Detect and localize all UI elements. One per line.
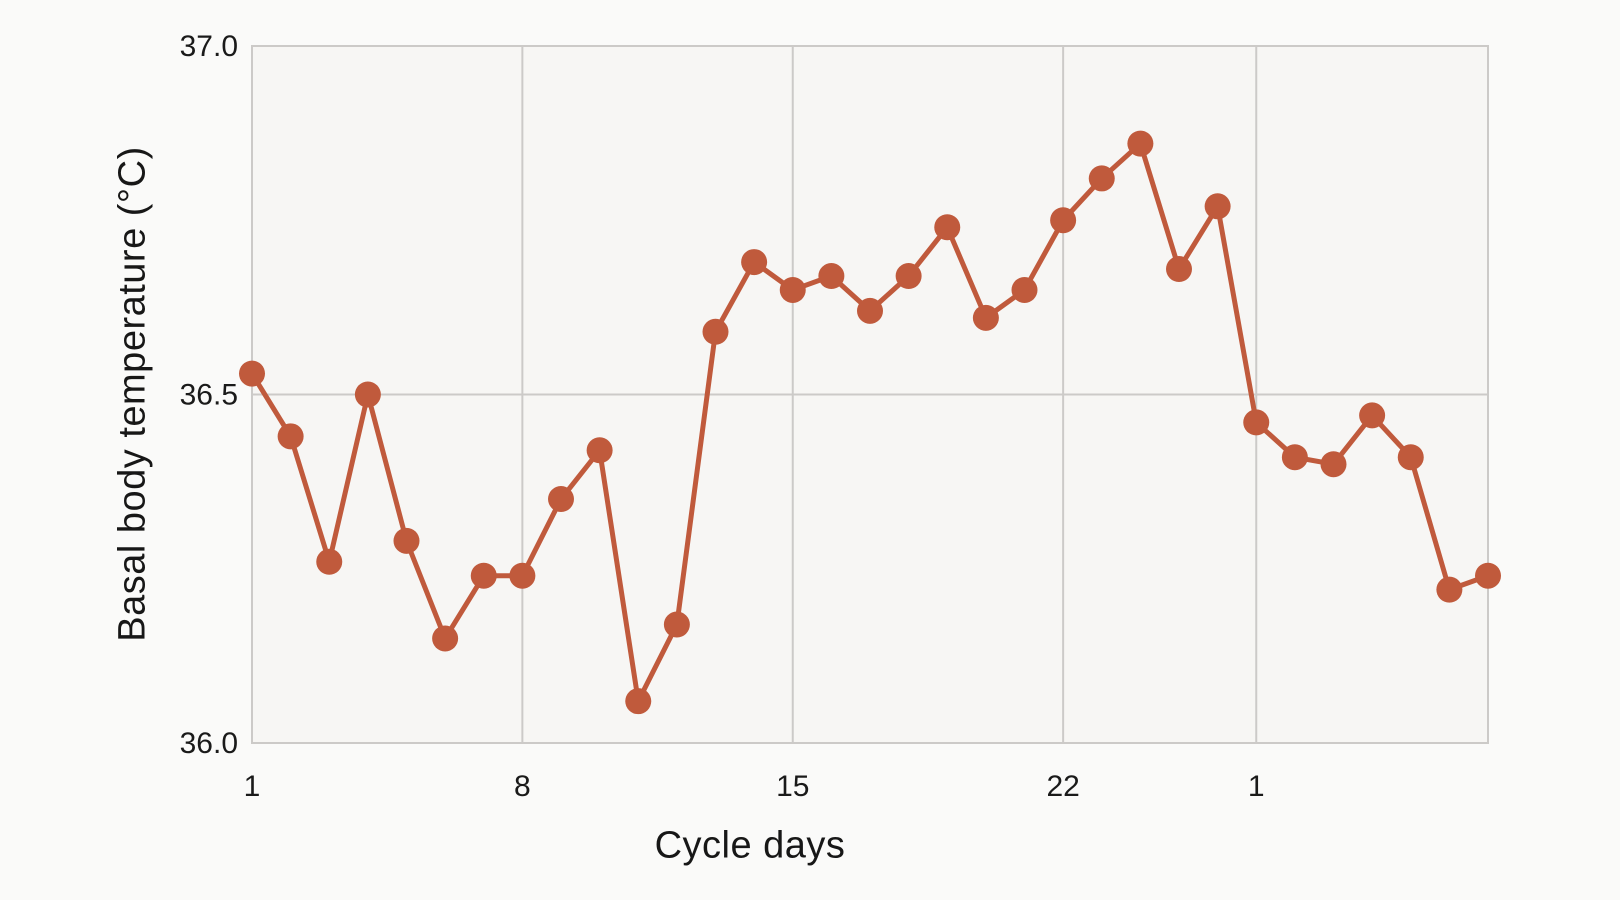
data-point-marker [1127, 130, 1154, 157]
data-point-marker [1320, 451, 1347, 478]
x-axis-title: Cycle days [654, 824, 846, 867]
data-point-marker [1243, 409, 1270, 436]
data-point-marker [625, 688, 652, 715]
data-point-marker [470, 562, 497, 589]
data-point-marker [1088, 165, 1115, 192]
data-point-marker [1281, 444, 1308, 471]
data-point-marker [779, 276, 806, 303]
data-point-marker [1011, 276, 1038, 303]
x-tick-label: 1 [1248, 770, 1265, 803]
x-tick-label: 1 [244, 770, 261, 803]
plot-border [251, 45, 1489, 744]
data-point-marker [1397, 444, 1424, 471]
data-point-marker [509, 562, 536, 589]
y-tick-label: 36.0 [180, 727, 238, 760]
data-point-marker [1050, 207, 1077, 234]
data-point-marker [1359, 402, 1386, 429]
x-tick-label: 22 [1046, 770, 1079, 803]
data-point-marker [1436, 576, 1463, 603]
data-point-marker [972, 304, 999, 331]
data-point-marker [1475, 562, 1501, 589]
data-point-marker [702, 318, 729, 345]
data-point-marker [741, 249, 768, 276]
data-point-marker [239, 360, 265, 387]
data-point-marker [818, 263, 845, 290]
y-tick-label: 37.0 [180, 30, 238, 63]
y-tick-label: 36.5 [180, 379, 238, 412]
data-point-marker [586, 437, 613, 464]
data-point-marker [548, 486, 574, 513]
x-tick-label: 15 [776, 770, 809, 803]
y-axis-title: Basal body temperature (°C) [111, 146, 154, 642]
data-point-marker [1166, 256, 1192, 283]
data-point-marker [857, 297, 883, 324]
data-point-marker [432, 625, 459, 652]
data-point-marker [354, 381, 381, 408]
data-point-marker [663, 611, 690, 638]
x-tick-label: 8 [514, 770, 531, 803]
data-point-marker [895, 263, 922, 290]
data-point-marker [316, 548, 343, 575]
data-point-marker [934, 214, 961, 241]
data-point-marker [393, 527, 420, 554]
data-point-marker [1204, 193, 1231, 220]
data-point-marker [277, 423, 304, 450]
